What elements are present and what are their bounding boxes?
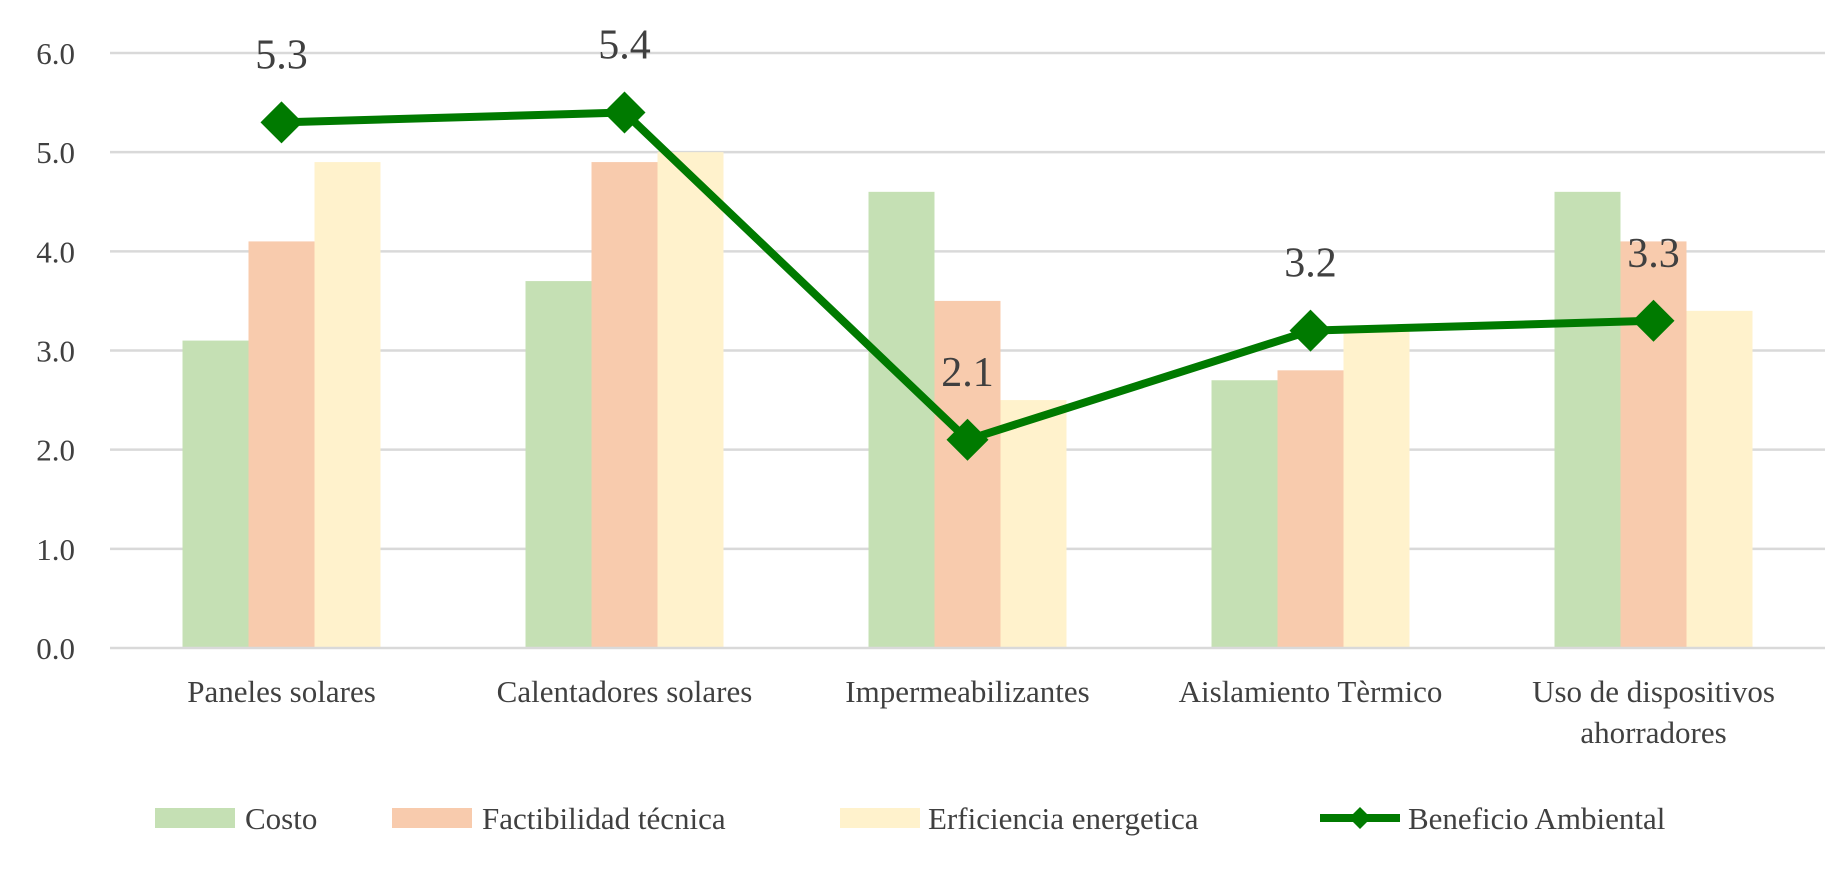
y-tick-label: 5.0 <box>36 135 75 170</box>
bar <box>657 152 724 648</box>
bar <box>1343 330 1410 648</box>
bar <box>182 340 249 648</box>
line-point-marker <box>603 91 646 134</box>
x-tick-label: Paneles solares <box>187 674 376 709</box>
y-tick-label: 1.0 <box>36 532 75 567</box>
bar <box>1554 191 1621 649</box>
bar <box>1686 310 1753 648</box>
bar <box>525 281 592 648</box>
data-label: 3.2 <box>1284 241 1337 287</box>
bar <box>1000 400 1067 648</box>
line-point-marker <box>946 418 989 461</box>
y-axis-ticks: 0.0 1.0 2.0 3.0 4.0 5.0 6.0 <box>36 36 75 666</box>
line-point-marker <box>1632 299 1675 342</box>
y-tick-label: 6.0 <box>36 36 75 71</box>
line-point-marker <box>260 101 303 144</box>
line-point-marker <box>1289 309 1332 352</box>
y-tick-label: 3.0 <box>36 334 75 369</box>
data-label: 2.1 <box>941 350 994 396</box>
legend-diamond-marker <box>1349 807 1371 829</box>
data-label: 5.3 <box>255 32 308 78</box>
bar <box>314 162 381 649</box>
bar <box>868 191 935 649</box>
y-tick-label: 0.0 <box>36 631 75 666</box>
legend-swatch <box>155 808 235 828</box>
data-label: 5.4 <box>598 23 651 69</box>
bar <box>248 241 315 648</box>
data-label: 3.3 <box>1627 231 1680 277</box>
x-tick-label: ahorradores <box>1580 715 1726 750</box>
category-labels: Paneles solares Calentadores solares Imper… <box>187 674 1775 750</box>
line-series <box>260 91 1675 461</box>
y-tick-label: 2.0 <box>36 433 75 468</box>
bar <box>934 300 1001 648</box>
legend-swatch <box>392 808 472 828</box>
bar <box>1211 380 1278 648</box>
x-tick-label: Calentadores solares <box>497 674 753 709</box>
bar <box>1277 370 1344 648</box>
x-tick-label: Uso de dispositivos <box>1532 674 1775 709</box>
legend: Costo Factibilidad técnica Erficiencia ene… <box>155 801 1665 836</box>
legend-label: Erficiencia energetica <box>928 801 1199 836</box>
bar <box>591 162 658 649</box>
x-tick-label: Aislamiento Tèrmico <box>1179 674 1443 709</box>
legend-label: Factibilidad técnica <box>482 801 726 836</box>
legend-label: Beneficio Ambiental <box>1408 801 1665 836</box>
bars <box>182 152 1753 649</box>
y-tick-label: 4.0 <box>36 234 75 269</box>
x-tick-label: Impermeabilizantes <box>845 674 1089 709</box>
legend-label: Costo <box>245 801 317 836</box>
legend-swatch <box>840 808 920 828</box>
data-labels: 5.3 5.4 2.1 3.2 3.3 <box>255 23 1680 396</box>
